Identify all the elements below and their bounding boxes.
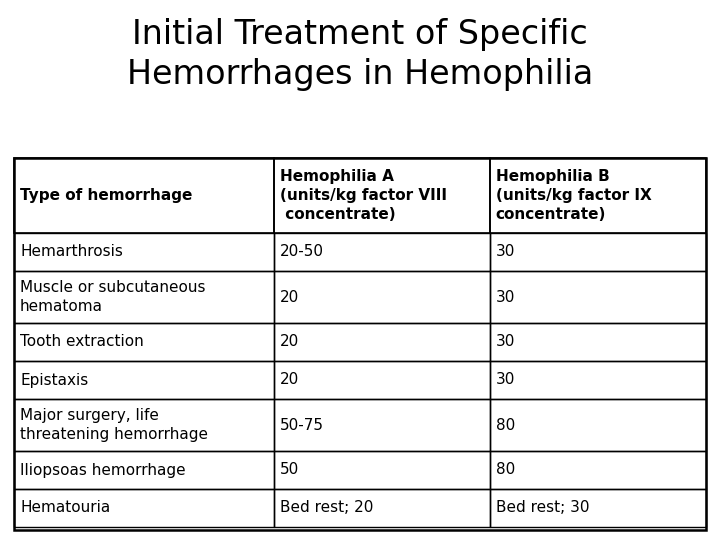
Bar — [274, 489, 490, 527]
Text: Hemorrhages in Hemophilia: Hemorrhages in Hemophilia — [127, 58, 593, 91]
Bar — [14, 271, 274, 323]
Bar — [14, 158, 274, 233]
Text: Iliopsoas hemorrhage: Iliopsoas hemorrhage — [20, 462, 186, 477]
Text: 30: 30 — [496, 289, 515, 305]
Bar — [14, 489, 274, 527]
Bar — [490, 451, 706, 489]
Bar — [490, 323, 706, 361]
Text: 30: 30 — [496, 245, 515, 260]
Text: 20: 20 — [279, 373, 299, 388]
Text: Hemophilia A
(units/kg factor VIII
 concentrate): Hemophilia A (units/kg factor VIII conce… — [279, 169, 446, 222]
Text: Major surgery, life
threatening hemorrhage: Major surgery, life threatening hemorrha… — [20, 408, 208, 442]
Text: Hemarthrosis: Hemarthrosis — [20, 245, 123, 260]
Bar — [490, 158, 706, 233]
Bar — [14, 399, 274, 451]
Bar — [274, 158, 490, 233]
Bar — [274, 233, 490, 271]
Bar — [274, 399, 490, 451]
Text: Tooth extraction: Tooth extraction — [20, 334, 144, 349]
Bar — [274, 271, 490, 323]
Text: Bed rest; 30: Bed rest; 30 — [496, 501, 589, 516]
Text: Type of hemorrhage: Type of hemorrhage — [20, 188, 192, 203]
Text: Hemophilia B
(units/kg factor IX
concentrate): Hemophilia B (units/kg factor IX concent… — [496, 169, 652, 222]
Text: 20: 20 — [279, 334, 299, 349]
Bar — [274, 323, 490, 361]
Bar — [490, 271, 706, 323]
Text: 80: 80 — [496, 462, 515, 477]
Bar — [274, 451, 490, 489]
Text: 20: 20 — [279, 289, 299, 305]
Text: Muscle or subcutaneous
hematoma: Muscle or subcutaneous hematoma — [20, 280, 205, 314]
Bar — [490, 361, 706, 399]
Text: Bed rest; 20: Bed rest; 20 — [279, 501, 373, 516]
Text: Epistaxis: Epistaxis — [20, 373, 89, 388]
Text: 20-50: 20-50 — [279, 245, 323, 260]
Text: Initial Treatment of Specific: Initial Treatment of Specific — [132, 18, 588, 51]
Bar — [14, 158, 706, 530]
Bar — [14, 451, 274, 489]
Text: Hematouria: Hematouria — [20, 501, 110, 516]
Text: 80: 80 — [496, 417, 515, 433]
Text: 50-75: 50-75 — [279, 417, 323, 433]
Bar — [14, 233, 274, 271]
Bar — [490, 399, 706, 451]
Text: 30: 30 — [496, 334, 515, 349]
Bar — [490, 233, 706, 271]
Text: 30: 30 — [496, 373, 515, 388]
Bar — [14, 361, 274, 399]
Bar — [274, 361, 490, 399]
Bar — [14, 323, 274, 361]
Text: 50: 50 — [279, 462, 299, 477]
Bar — [490, 489, 706, 527]
